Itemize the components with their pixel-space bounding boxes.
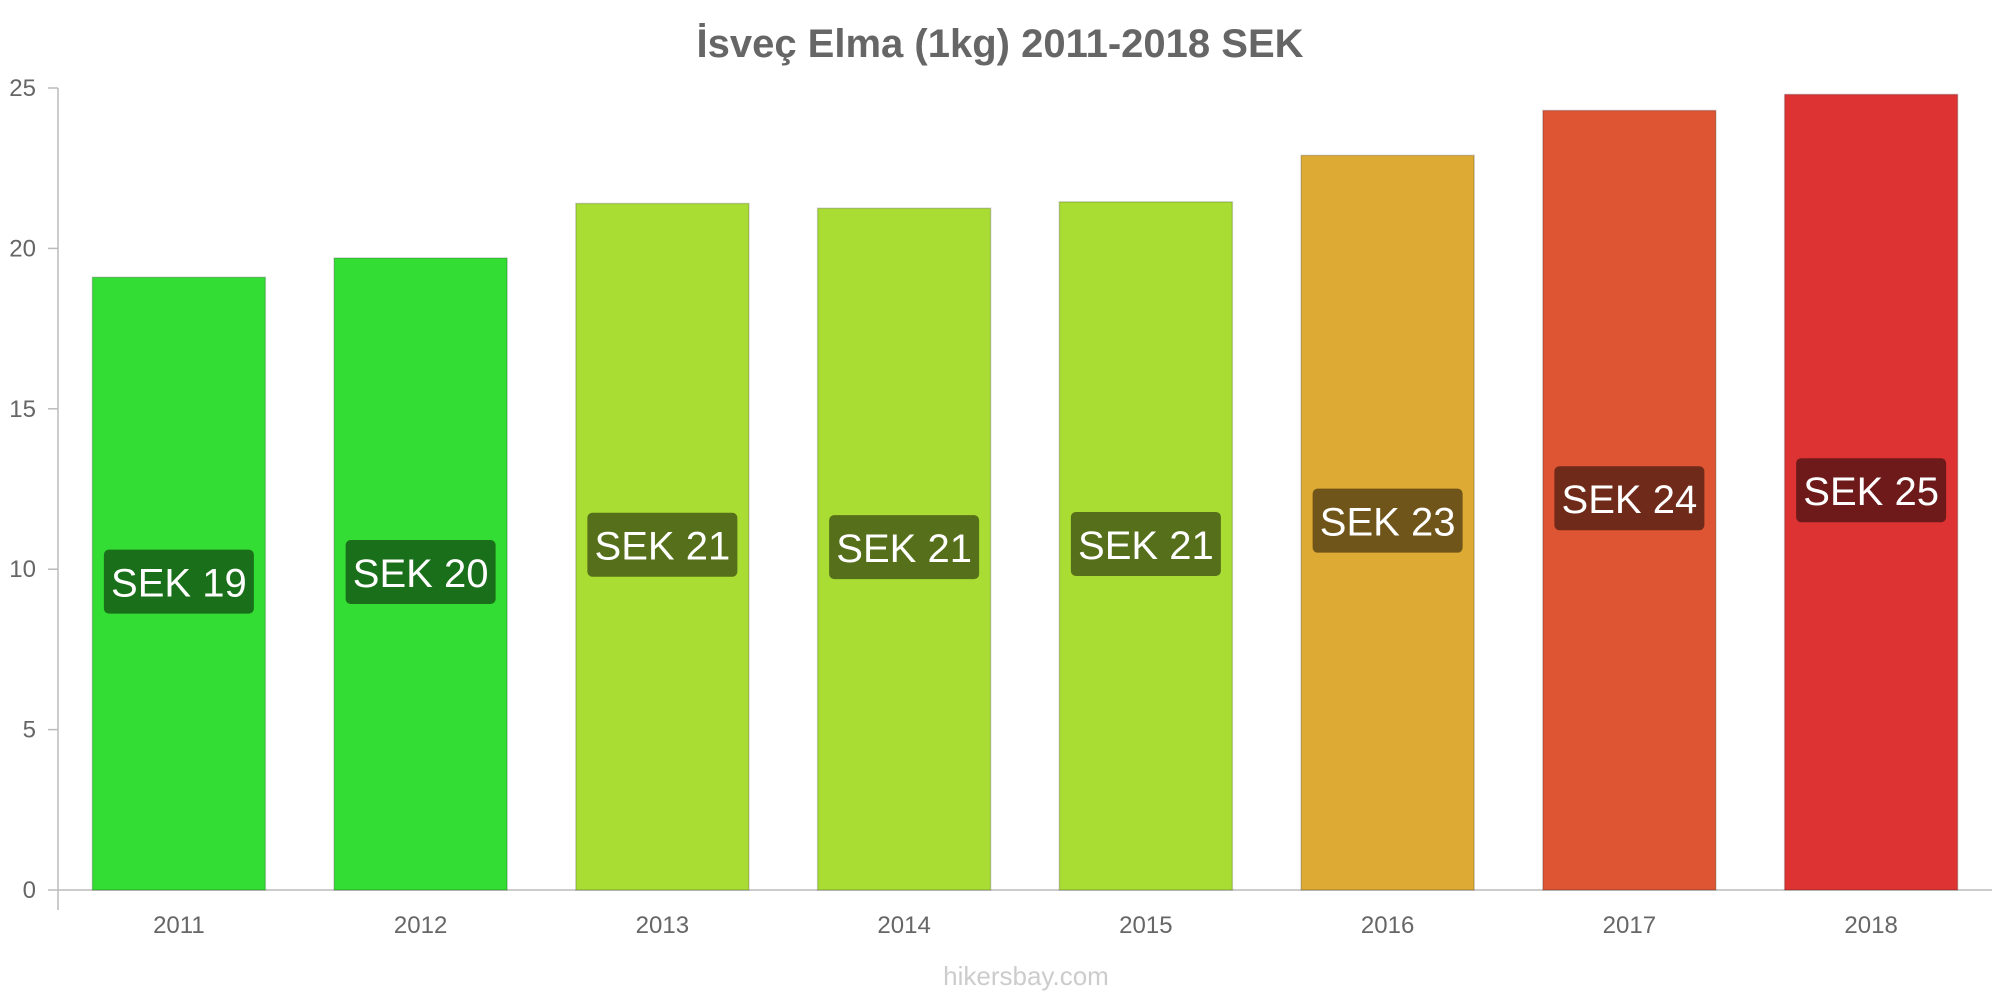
- bar-value-label: SEK 24: [1562, 478, 1698, 522]
- y-tick-label: 5: [23, 717, 36, 744]
- bar-value-label: SEK 21: [595, 525, 731, 569]
- x-tick-label: 2014: [877, 912, 930, 939]
- bar-value-label: SEK 20: [353, 552, 489, 596]
- x-tick-label: 2011: [153, 912, 205, 939]
- y-tick-label: 0: [23, 877, 36, 904]
- x-tick-label: 2013: [636, 912, 689, 939]
- bar-value-label-box: [829, 515, 980, 580]
- bar-value-label-box: [1312, 488, 1463, 553]
- bar-value-label: SEK 23: [1320, 501, 1456, 545]
- x-axis-ticks: 2011 2012 2013 2014 2015 2016 2017 2018: [153, 912, 1898, 939]
- y-axis-ticks: 0 5 10 15 20 25: [9, 75, 58, 904]
- x-tick-label: 2012: [394, 912, 447, 939]
- bar-value-label: SEK 25: [1803, 470, 1939, 514]
- bar-value-label-box: [1796, 458, 1947, 523]
- x-tick-label: 2017: [1603, 912, 1656, 939]
- y-tick-label: 10: [9, 556, 36, 583]
- bar-value-label-box: [1554, 466, 1705, 531]
- bar-value-label: SEK 21: [1078, 524, 1214, 568]
- bar-value-label-box: [587, 512, 738, 577]
- bar-value-label-box: [103, 549, 254, 614]
- x-tick-label: 2015: [1119, 912, 1172, 939]
- bar-value-label-box: [1070, 511, 1221, 576]
- chart-title: İsveç Elma (1kg) 2011-2018 SEK: [696, 22, 1303, 66]
- y-tick-label: 20: [9, 235, 36, 262]
- y-tick-label: 15: [9, 396, 36, 423]
- x-tick-label: 2016: [1361, 912, 1414, 939]
- bar-value-label-box: [345, 540, 496, 605]
- x-tick-label: 2018: [1844, 912, 1897, 939]
- bar-value-label: SEK 19: [111, 562, 247, 606]
- credit-text: hikersbay.com: [943, 961, 1109, 991]
- bars-group: SEK 19 SEK 20 SEK 21 SEK 21 SEK 21 SEK 23 SEK …: [91, 93, 1959, 891]
- y-tick-label: 25: [9, 75, 36, 102]
- bar-value-label: SEK 21: [836, 527, 972, 571]
